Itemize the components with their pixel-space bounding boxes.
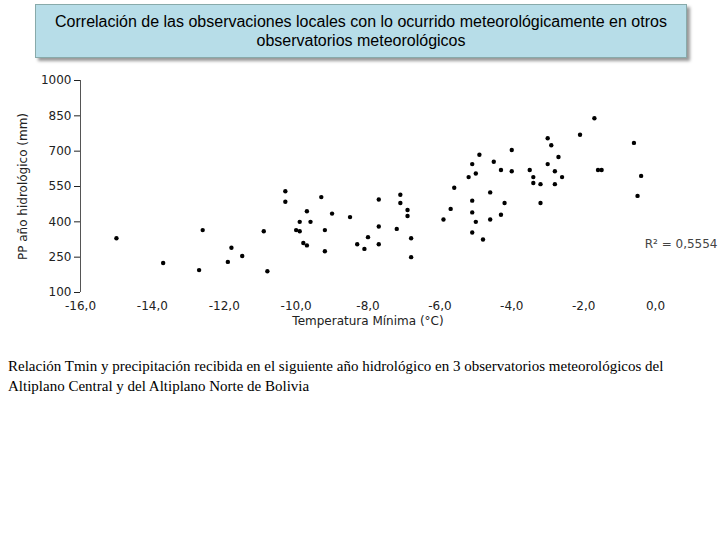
svg-text:850: 850 [49,109,72,123]
svg-text:PP año hidrológico (mm): PP año hidrológico (mm) [16,113,30,260]
svg-text:700: 700 [49,144,72,158]
svg-text:100: 100 [49,285,72,299]
svg-text:-10,0: -10,0 [281,299,312,313]
svg-text:250: 250 [49,250,72,264]
svg-text:400: 400 [49,215,72,229]
svg-text:0,0: 0,0 [646,299,665,313]
svg-text:R² = 0,5554: R² = 0,5554 [645,237,718,251]
svg-text:1000: 1000 [41,73,72,87]
svg-text:-6,0: -6,0 [428,299,451,313]
svg-text:550: 550 [49,179,72,193]
svg-text:-16,0: -16,0 [65,299,96,313]
svg-text:-2,0: -2,0 [572,299,595,313]
html-text:Correlación de las observacion: Correlación de las observaciones locales… [55,12,667,49]
svg-text:-14,0: -14,0 [137,299,168,313]
svg-text:-8,0: -8,0 [356,299,379,313]
svg-text:-4,0: -4,0 [500,299,523,313]
svg-text:Temperatura Mínima (°C): Temperatura Mínima (°C) [291,314,443,328]
svg-text:-12,0: -12,0 [209,299,240,313]
html-text:Relación Tmin y precipitación: Relación Tmin y precipitación recibida e… [8,358,664,395]
